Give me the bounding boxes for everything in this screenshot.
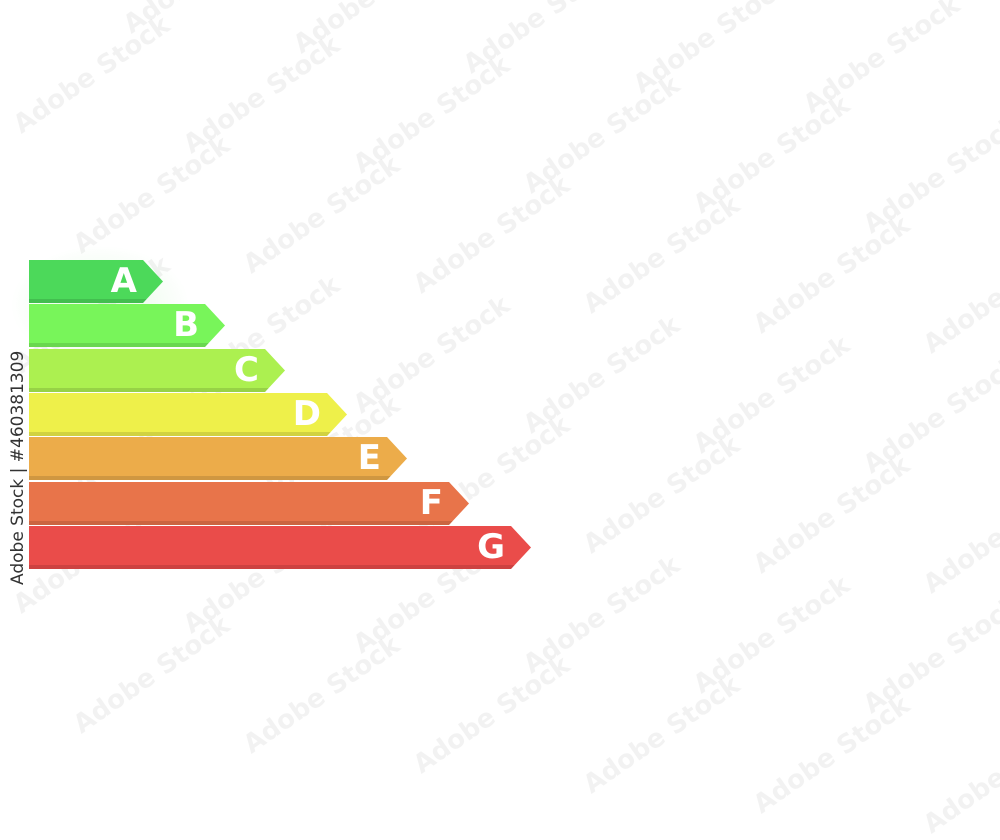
rating-bar-e: E	[29, 437, 407, 480]
bar-shade	[29, 565, 531, 569]
watermark-text: Adobe Stock	[408, 170, 576, 300]
watermark-text: Adobe Stock	[918, 470, 1000, 600]
watermark-text: Adobe Stock	[238, 630, 406, 760]
watermark-text: Adobe Stock	[68, 610, 236, 740]
watermark-text: Adobe Stock	[858, 110, 1000, 240]
watermark-text: Adobe Stock	[748, 450, 916, 580]
rating-bar-a: A	[29, 260, 163, 303]
watermark-text: Adobe Stock	[748, 690, 916, 820]
watermark-text: Adobe Stock	[858, 590, 1000, 720]
rating-bar-b: B	[29, 304, 225, 347]
watermark-text: Adobe Stock	[0, 0, 116, 20]
watermark-text: Adobe Stock	[408, 650, 576, 780]
rating-letter: E	[357, 438, 381, 478]
bar-shade	[29, 299, 163, 303]
bar-shade	[29, 343, 225, 347]
rating-bar-c: C	[29, 349, 285, 392]
stock-credit: Adobe Stock | #460381309	[8, 350, 28, 585]
bar-shade	[29, 521, 469, 525]
rating-bar-g: G	[29, 526, 531, 569]
watermark-text: Adobe Stock	[8, 10, 176, 140]
rating-bar-d: D	[29, 393, 347, 436]
watermark-text: Adobe Stock	[918, 710, 1000, 840]
bar-shade	[29, 388, 285, 392]
bar-shade	[29, 432, 347, 436]
rating-bar-f: F	[29, 482, 469, 525]
rating-letter: D	[292, 394, 321, 434]
watermark-text: Adobe Stock	[68, 130, 236, 260]
rating-letter: G	[477, 527, 505, 567]
watermark-text: Adobe Stock	[238, 150, 406, 280]
watermark-text: Adobe Stock	[578, 430, 746, 560]
rating-letter: B	[173, 305, 199, 345]
rating-letter: F	[419, 483, 443, 523]
bar-shade	[29, 476, 407, 480]
watermark-text: Adobe Stock	[578, 670, 746, 800]
rating-letter: C	[234, 350, 259, 390]
watermark-text: Adobe Stock	[748, 210, 916, 340]
watermark-text: Adobe Stock	[918, 230, 1000, 360]
watermark-text: Adobe Stock	[858, 350, 1000, 480]
rating-letter: A	[110, 261, 137, 301]
watermark-text: Adobe Stock	[578, 190, 746, 320]
